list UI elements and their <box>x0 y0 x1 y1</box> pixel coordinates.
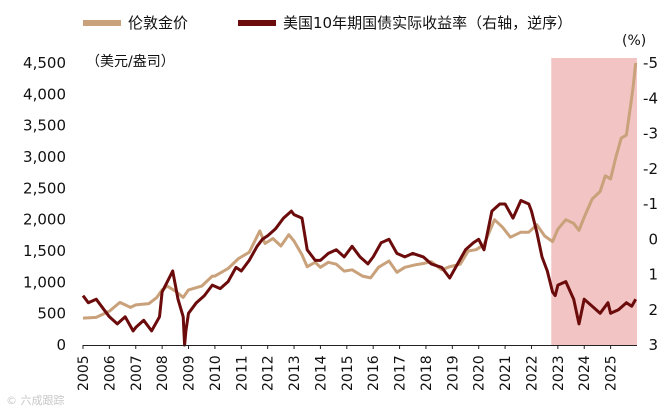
x-tick-label: 2021 <box>498 355 514 391</box>
left-tick-label: 1,000 <box>23 273 66 291</box>
x-tick-label: 2019 <box>445 355 461 391</box>
x-tick-label: 2016 <box>366 355 382 391</box>
x-tick-label: 2008 <box>155 355 171 391</box>
left-tick-label: 500 <box>37 305 66 323</box>
series-line-1 <box>81 199 638 347</box>
x-tick-label: 2020 <box>472 355 488 391</box>
left-tick-label: 2,500 <box>23 179 66 197</box>
right-tick-label: -5 <box>643 54 658 72</box>
x-tick-label: 2011 <box>234 355 250 391</box>
x-tick-label: 2023 <box>551 355 567 391</box>
series-layer <box>81 62 638 347</box>
right-tick-label: 0 <box>648 230 658 248</box>
right-tick-label: 3 <box>648 336 658 354</box>
x-tick-label: 2007 <box>129 355 145 391</box>
x-tick-label: 2013 <box>287 355 303 391</box>
x-tick-label: 2006 <box>102 355 118 391</box>
x-tick-label: 2024 <box>577 355 593 391</box>
right-tick-label: -2 <box>643 160 658 178</box>
x-tick-label: 2010 <box>208 355 224 391</box>
right-tick-label: -3 <box>643 125 658 143</box>
right-tick-label: -4 <box>643 89 658 107</box>
right-axis-unit: (%) <box>622 33 646 49</box>
right-tick-label: -1 <box>643 195 658 213</box>
highlight-band <box>551 58 637 345</box>
x-tick-label: 2014 <box>313 355 329 391</box>
left-tick-label: 2,000 <box>23 211 66 229</box>
right-tick-label: 2 <box>648 301 658 319</box>
right-axis-ticks: -5 -4 -3 -2 -1 0 1 2 3 <box>643 54 658 354</box>
x-tick-label: 2018 <box>419 355 435 391</box>
left-tick-label: 3,000 <box>23 148 66 166</box>
left-tick-label: 4,000 <box>23 85 66 103</box>
x-tick-label: 2025 <box>604 355 620 391</box>
x-axis-ticks: 2005 2006 2007 2008 2009 2010 2011 2012 2013 2014… <box>76 345 637 391</box>
legend-label-0: 伦敦金价 <box>128 14 188 32</box>
watermark: © 六成跟踪 <box>6 393 65 407</box>
x-tick-label: 2012 <box>261 355 277 391</box>
x-tick-label: 2009 <box>182 355 198 391</box>
left-tick-label: 3,500 <box>23 117 66 135</box>
x-tick-label: 2005 <box>76 355 92 391</box>
left-axis-unit: （美元/盎司） <box>86 54 175 70</box>
x-tick-label: 2015 <box>340 355 356 391</box>
x-tick-label: 2017 <box>393 355 409 391</box>
x-tick-label: 2022 <box>524 355 540 391</box>
right-tick-label: 1 <box>648 266 658 284</box>
left-axis-ticks: 0 500 1,000 1,500 2,000 2,500 3,000 3,500 4,000 4… <box>23 54 66 354</box>
legend-label-1: 美国10年期国债实际收益率（右轴，逆序） <box>283 14 572 32</box>
legend: 伦敦金价 美国10年期国债实际收益率（右轴，逆序） <box>83 14 572 32</box>
series-line-0 <box>82 62 638 320</box>
left-tick-label: 4,500 <box>23 54 66 72</box>
left-tick-label: 1,500 <box>23 242 66 260</box>
left-tick-label: 0 <box>56 336 66 354</box>
